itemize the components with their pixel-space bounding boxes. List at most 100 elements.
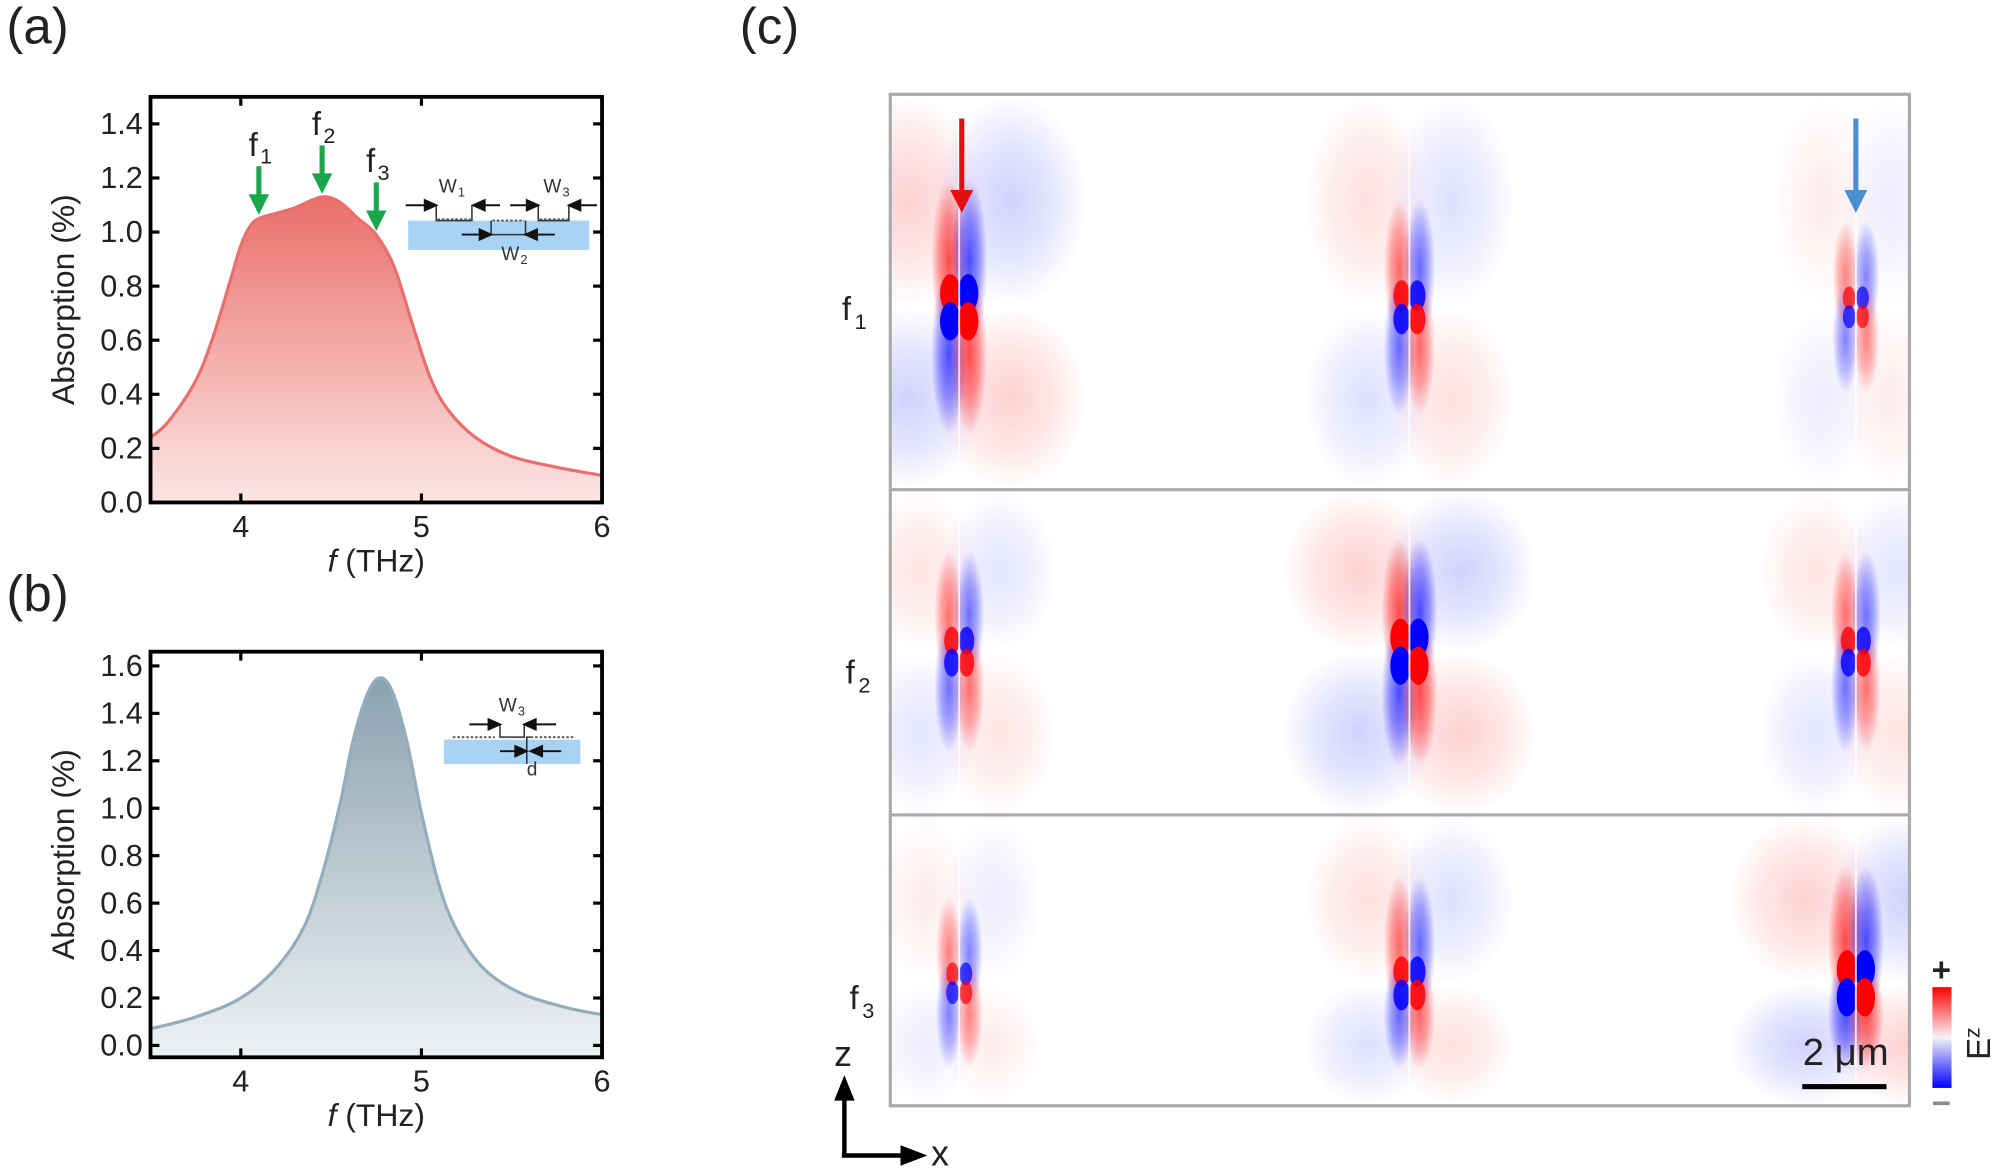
core-red bbox=[959, 981, 973, 1005]
x-tick-label: 6 bbox=[594, 1065, 611, 1099]
inset-w3-label: W bbox=[543, 177, 561, 198]
y-tick-label: 0.4 bbox=[100, 934, 143, 968]
inset-w3-label: W bbox=[499, 696, 517, 717]
y-tick-label: 0.8 bbox=[100, 269, 143, 303]
y-tick-label: 0.0 bbox=[100, 486, 143, 520]
scale-bar bbox=[1802, 1084, 1887, 1090]
inset-structure-b: W 3 d bbox=[443, 696, 581, 780]
chart-b-line bbox=[150, 676, 603, 1031]
field-row-f2 bbox=[890, 489, 1910, 815]
panel-label-b: (b) bbox=[6, 565, 68, 622]
colorbar bbox=[1932, 987, 1952, 1088]
core-blue bbox=[940, 302, 961, 341]
y-tick-label: 0.8 bbox=[100, 839, 143, 873]
axis-z-label: z bbox=[834, 1034, 852, 1074]
field-source bbox=[890, 814, 1044, 1106]
x-tick-label: 4 bbox=[232, 510, 249, 544]
field-source bbox=[1281, 489, 1537, 815]
green-arrowhead-icon bbox=[311, 173, 333, 194]
core-blue bbox=[1408, 618, 1429, 657]
inset-w3-sub: 3 bbox=[563, 184, 570, 199]
core-blue bbox=[1408, 956, 1426, 987]
inset-w2-sub: 2 bbox=[520, 252, 527, 267]
x-tick-label: 5 bbox=[413, 510, 430, 544]
core-red bbox=[1842, 286, 1856, 310]
x-tick-label: 6 bbox=[594, 510, 611, 544]
axis-x-label: x bbox=[931, 1134, 949, 1172]
y-tick-label: 1.4 bbox=[100, 697, 143, 731]
core-blue bbox=[1393, 979, 1410, 1011]
chart-b: 0.0 0.2 0.4 0.6 0.8 1.0 1.2 1.4 1.6 4 5 6 Absorptio… bbox=[45, 649, 611, 1133]
core-blue bbox=[1393, 303, 1410, 335]
field-map-frame bbox=[888, 92, 1912, 1108]
core-red bbox=[1408, 979, 1426, 1011]
green-arrowhead-icon bbox=[248, 194, 270, 215]
field-source bbox=[1303, 814, 1516, 1106]
inset-d-label: d bbox=[527, 759, 538, 780]
core-blue bbox=[1390, 646, 1411, 685]
core-red bbox=[1390, 618, 1411, 657]
core-blue bbox=[958, 626, 975, 655]
row-label-f1: f bbox=[842, 291, 852, 328]
colorbar-label-sub: z bbox=[1960, 1027, 1985, 1038]
scale-bar-label: 2 μm bbox=[1803, 1031, 1889, 1074]
field-source bbox=[1728, 814, 1910, 1106]
colorbar-plus: + bbox=[1932, 952, 1951, 989]
y-tick-label: 0.2 bbox=[100, 432, 143, 466]
y-tick-label: 1.2 bbox=[100, 161, 143, 195]
y-tick-label: 0.4 bbox=[100, 377, 143, 411]
field-source bbox=[890, 94, 1087, 490]
row-label-sub-2: 2 bbox=[858, 673, 870, 698]
marker-label: f bbox=[366, 143, 376, 180]
colorbar-minus: − bbox=[1932, 1086, 1951, 1123]
chart-a-area bbox=[150, 196, 603, 503]
colorbar-label-e: E bbox=[1961, 1038, 1998, 1060]
row-label-sub-1: 1 bbox=[855, 309, 867, 334]
row-label-sub-3: 3 bbox=[862, 998, 874, 1023]
coordinate-axes: z x bbox=[834, 1034, 949, 1172]
core-blue bbox=[1855, 626, 1871, 655]
field-source bbox=[890, 489, 1058, 815]
core-blue bbox=[1408, 280, 1426, 311]
inset-w3-sub: 3 bbox=[518, 703, 525, 718]
core-blue bbox=[946, 981, 959, 1005]
core-blue bbox=[1856, 286, 1869, 310]
core-blue bbox=[1836, 978, 1858, 1017]
y-tick-label: 1.6 bbox=[100, 649, 143, 683]
green-arrowhead-icon bbox=[366, 210, 387, 231]
y-tick-label: 1.0 bbox=[100, 215, 143, 249]
field-row-f1 bbox=[890, 94, 1910, 490]
panel-label-a: (a) bbox=[6, 0, 68, 54]
core-red bbox=[944, 626, 960, 655]
row-label-f2: f bbox=[846, 655, 856, 692]
core-red bbox=[1393, 280, 1410, 311]
marker-label: f bbox=[249, 127, 259, 164]
core-red bbox=[940, 274, 961, 313]
core-red bbox=[1856, 305, 1869, 329]
y-tick-label: 0.2 bbox=[100, 981, 143, 1015]
y-tick-label: 0.6 bbox=[100, 886, 143, 920]
core-blue bbox=[1854, 950, 1875, 989]
chart-a-line bbox=[150, 195, 603, 477]
inset-w1-label: W bbox=[439, 177, 457, 198]
field-source bbox=[1771, 94, 1910, 490]
marker-label: f bbox=[312, 106, 322, 143]
marker-label-sub: 1 bbox=[260, 144, 272, 169]
field-map bbox=[890, 94, 1910, 1106]
incident-arrow bbox=[950, 118, 974, 213]
core-red bbox=[1408, 303, 1426, 335]
y-tick-label: 1.0 bbox=[100, 791, 143, 825]
outgoing-arrow bbox=[1844, 118, 1868, 213]
chart-b-ylabel: Absorption (%) bbox=[45, 749, 81, 960]
y-tick-label: 1.2 bbox=[100, 744, 143, 778]
core-blue bbox=[1840, 648, 1857, 677]
core-red bbox=[1836, 950, 1858, 989]
marker-label-sub: 2 bbox=[323, 123, 335, 148]
core-blue bbox=[944, 648, 960, 677]
inset-w2-label: W bbox=[501, 244, 519, 265]
core-red bbox=[1393, 956, 1410, 987]
